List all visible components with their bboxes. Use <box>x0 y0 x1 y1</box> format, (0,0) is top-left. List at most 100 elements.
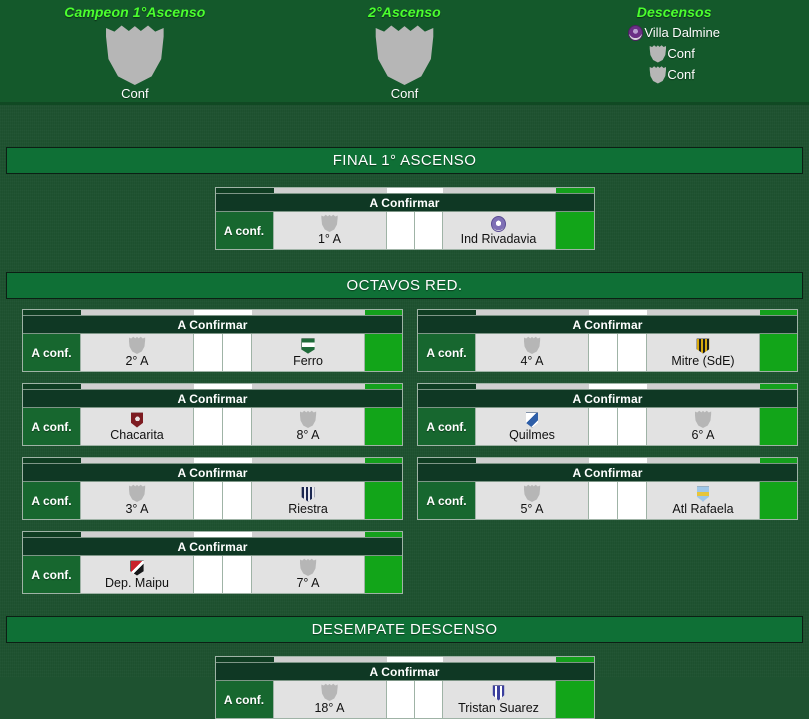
match-advance-cell[interactable] <box>555 212 594 249</box>
match-card[interactable]: A Confirmar A conf. 5° A Atl Rafaela <box>417 457 798 520</box>
strip-segment <box>647 310 760 315</box>
match-status-header: A Confirmar <box>215 662 594 681</box>
banner-column-3: Descensos Villa Dalmine Conf Conf <box>539 0 809 105</box>
strip-segment <box>476 458 589 463</box>
match-advance-cell[interactable] <box>760 334 797 371</box>
match-row: A conf. 2° A Ferro <box>23 334 402 371</box>
home-team-cell[interactable]: 4° A <box>476 334 589 371</box>
placeholder-shield-icon <box>128 484 146 502</box>
home-score-cell[interactable] <box>386 212 415 249</box>
strip-segment <box>418 458 476 463</box>
strip-segment <box>647 458 760 463</box>
away-team-cell[interactable]: Mitre (SdE) <box>647 334 760 371</box>
home-team-logo <box>130 411 145 428</box>
away-score-cell[interactable] <box>223 408 252 445</box>
match-card[interactable]: A Confirmar A conf. Quilmes 6° A <box>417 383 798 446</box>
indrivadavia-crest-icon <box>491 216 506 232</box>
strip-segment <box>555 657 594 662</box>
home-team-logo <box>130 559 145 576</box>
match-card[interactable]: A Confirmar A conf. 4° A Mitre (SdE) <box>417 309 798 372</box>
match-advance-cell[interactable] <box>365 556 402 593</box>
away-score-cell[interactable] <box>223 556 252 593</box>
away-score-cell[interactable] <box>414 212 443 249</box>
home-team-logo <box>128 484 146 502</box>
match-advance-cell[interactable] <box>365 408 402 445</box>
home-team-name: 4° A <box>520 354 544 368</box>
match-advance-cell[interactable] <box>760 482 797 519</box>
riestra-crest-icon <box>301 486 316 502</box>
strip-segment <box>555 188 594 193</box>
chacarita-crest-icon <box>130 412 145 428</box>
match-row: A conf. Chacarita 8° A <box>23 408 402 445</box>
match-card-grid: A Confirmar A conf. 2° A Ferro A Confirmar A … <box>0 299 809 594</box>
strip-segment <box>252 458 365 463</box>
strip-segment <box>223 532 252 537</box>
away-team-cell[interactable]: 6° A <box>647 408 760 445</box>
home-score-cell[interactable] <box>194 408 223 445</box>
away-score-cell[interactable] <box>618 482 647 519</box>
match-card[interactable]: A Confirmar A conf. 1° A Ind Rivadavia <box>214 187 595 250</box>
match-advance-cell[interactable] <box>365 482 402 519</box>
banner-winner-slot: Conf <box>105 23 165 101</box>
away-team-cell[interactable]: Tristan Suarez <box>442 681 556 718</box>
home-team-name: 18° A <box>314 701 345 715</box>
banner-column-title: Descensos <box>636 4 712 20</box>
home-score-cell[interactable] <box>589 408 618 445</box>
home-score-cell[interactable] <box>194 482 223 519</box>
match-card[interactable]: A Confirmar A conf. Chacarita 8° A <box>22 383 403 446</box>
match-card[interactable]: A Confirmar A conf. 18° A Tristan Suarez <box>214 656 595 719</box>
away-team-cell[interactable]: Ferro <box>252 334 365 371</box>
match-advance-cell[interactable] <box>555 681 594 718</box>
match-card-color-strip <box>215 657 594 662</box>
away-score-cell[interactable] <box>223 334 252 371</box>
match-row: A conf. 3° A Riestra <box>23 482 402 519</box>
away-team-cell[interactable]: Riestra <box>252 482 365 519</box>
away-team-cell[interactable]: Ind Rivadavia <box>442 212 556 249</box>
home-score-cell[interactable] <box>194 334 223 371</box>
placeholder-shield-icon <box>649 66 667 84</box>
section-octavos-red: OCTAVOS RED. A Confirmar A conf. 2° A Ferro A… <box>0 272 809 594</box>
away-team-cell[interactable]: Atl Rafaela <box>647 482 760 519</box>
match-card[interactable]: A Confirmar A conf. Dep. Maipu 7° A <box>22 531 403 594</box>
away-score-cell[interactable] <box>618 334 647 371</box>
home-team-cell[interactable]: 1° A <box>273 212 387 249</box>
home-score-cell[interactable] <box>194 556 223 593</box>
match-card[interactable]: A Confirmar A conf. 2° A Ferro <box>22 309 403 372</box>
match-row: A conf. 1° A Ind Rivadavia <box>215 212 594 249</box>
strip-segment <box>386 188 415 193</box>
strip-segment <box>365 310 402 315</box>
home-score-cell[interactable] <box>589 334 618 371</box>
home-team-cell[interactable]: Chacarita <box>81 408 194 445</box>
away-team-cell[interactable]: 7° A <box>252 556 365 593</box>
home-team-cell[interactable]: Dep. Maipu <box>81 556 194 593</box>
placeholder-shield-icon <box>649 45 667 63</box>
strip-segment <box>418 310 476 315</box>
home-team-logo <box>523 484 541 502</box>
strip-segment <box>442 657 556 662</box>
home-score-cell[interactable] <box>386 681 415 718</box>
away-score-cell[interactable] <box>414 681 443 718</box>
match-card-group: A Confirmar A conf. 1° A Ind Rivadavia <box>0 187 809 250</box>
match-advance-cell[interactable] <box>760 408 797 445</box>
home-team-cell[interactable]: 3° A <box>81 482 194 519</box>
away-team-cell[interactable]: 8° A <box>252 408 365 445</box>
match-advance-cell[interactable] <box>365 334 402 371</box>
home-team-cell[interactable]: Quilmes <box>476 408 589 445</box>
relegation-list-item: Conf <box>649 64 695 85</box>
away-team-logo <box>696 337 711 354</box>
home-team-cell[interactable]: 5° A <box>476 482 589 519</box>
strip-segment <box>273 188 387 193</box>
strip-segment <box>215 657 274 662</box>
atlrafaela-crest-icon <box>696 486 711 502</box>
match-card[interactable]: A Confirmar A conf. 3° A Riestra <box>22 457 403 520</box>
strip-segment <box>81 458 194 463</box>
match-status-badge: A conf. <box>23 334 81 371</box>
strip-segment <box>81 310 194 315</box>
match-status-badge: A conf. <box>23 556 81 593</box>
home-team-cell[interactable]: 18° A <box>273 681 387 718</box>
away-score-cell[interactable] <box>223 482 252 519</box>
home-team-cell[interactable]: 2° A <box>81 334 194 371</box>
away-score-cell[interactable] <box>618 408 647 445</box>
strip-segment <box>589 384 618 389</box>
home-score-cell[interactable] <box>589 482 618 519</box>
